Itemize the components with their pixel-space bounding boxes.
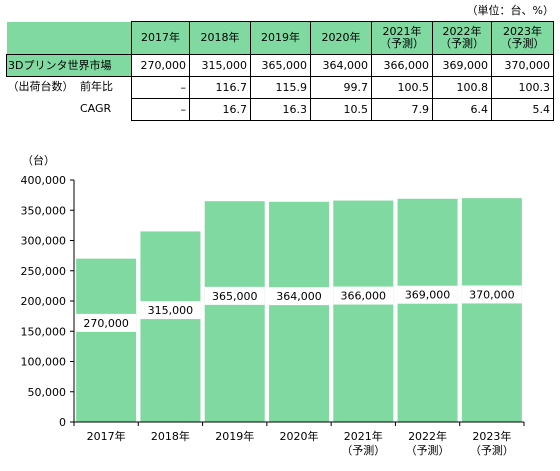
x-tick-label: 2023年: [472, 429, 511, 443]
data-label: 366,000: [341, 290, 387, 303]
table-cell: 前年比 –: [80, 76, 190, 99]
table-cell: 100.5: [371, 76, 433, 99]
x-tick-label: 2020年: [280, 429, 319, 443]
table-cell: 100.8: [432, 76, 492, 99]
data-label: 364,000: [276, 290, 322, 303]
data-label-bg: [140, 301, 201, 320]
year-header: 2018年: [189, 21, 251, 55]
y-tick-label: 150,000: [21, 325, 67, 338]
x-tick-label: 2019年: [215, 429, 254, 443]
table-row: CAGR –16.7 16.3 10.5 7.9 6.4 5.4: [7, 98, 554, 121]
table-cell: 100.3: [491, 76, 554, 99]
table-cell-value: –: [180, 80, 187, 94]
table-cell: 5.4: [491, 98, 554, 121]
data-label-bg: [204, 286, 265, 305]
table-cell: 10.5: [310, 98, 372, 121]
y-tick-label: 300,000: [21, 235, 67, 248]
data-label-bg: [76, 313, 137, 332]
table-cell: 366,000: [371, 54, 433, 77]
y-tick-label: 400,000: [21, 174, 67, 187]
bar: [333, 200, 394, 422]
x-tick-label: 2018年: [151, 429, 190, 443]
year-header: 2019年: [250, 21, 311, 55]
table-row: （出荷台数） 前年比 –116.7 115.9 99.7 100.5 100.8 100.3: [7, 76, 554, 99]
table-cell: 16.7: [189, 98, 251, 121]
row-group-label: （出荷台数）: [7, 80, 74, 93]
data-label: 369,000: [405, 289, 451, 302]
table-cell: 16.3: [250, 98, 311, 121]
table-cell: 370,000: [491, 54, 554, 77]
table-row: 3Dプリンタ世界市場 270,000 315,000 365,000 364,000 36…: [6, 54, 554, 77]
data-label-bg: [461, 285, 522, 304]
bar: [76, 258, 137, 422]
table-cell: 115.9: [250, 76, 311, 99]
x-tick-label: （予測）: [470, 443, 514, 457]
data-label: 365,000: [212, 290, 258, 303]
table-cell: 365,000: [250, 54, 311, 77]
row-label: CAGR: [80, 102, 112, 115]
table-cell: 270,000: [131, 54, 190, 77]
x-tick-label: 2022年: [408, 429, 447, 443]
year-header: 2023年 （予測）: [491, 21, 554, 55]
y-axis-label: （台）: [22, 153, 55, 167]
header-corner: [6, 21, 132, 55]
data-label-bg: [397, 285, 458, 304]
unit-note: （単位：台、%）: [466, 4, 554, 17]
year-header: 2022年 （予測）: [432, 21, 492, 55]
bar: [397, 198, 458, 422]
data-label: 270,000: [83, 317, 129, 330]
x-tick-label: （予測）: [406, 443, 450, 457]
market-table: 2017年 2018年 2019年 2020年 2021年 （予測） 2022年 （予測） 20…: [6, 21, 554, 121]
table-cell: 315,000: [189, 54, 251, 77]
y-tick-label: 250,000: [21, 265, 67, 278]
year-header: 2017年: [131, 21, 190, 55]
data-label-bg: [333, 286, 394, 305]
year-header: 2020年: [310, 21, 372, 55]
bar: [140, 231, 201, 422]
table-cell: CAGR –: [80, 98, 190, 121]
x-tick-label: 2017年: [87, 429, 126, 443]
table-cell: 6.4: [432, 98, 492, 121]
table-cell: 369,000: [432, 54, 492, 77]
bar: [461, 198, 522, 422]
x-tick-label: 2021年: [344, 429, 383, 443]
year-header: 2021年 （予測）: [371, 21, 433, 55]
table-cell: 7.9: [371, 98, 433, 121]
row-label: 3Dプリンタ世界市場: [6, 54, 132, 77]
bar-chart: （台） 0 50,000 100,000 150,000 200,000 250,000 30…: [21, 153, 525, 457]
table-cell-value: –: [180, 102, 187, 116]
data-label: 370,000: [469, 288, 515, 301]
row-label: 前年比: [80, 80, 113, 93]
y-tick-label: 350,000: [21, 204, 67, 217]
table-cell: 99.7: [310, 76, 372, 99]
data-label: 315,000: [148, 304, 194, 317]
table-cell: 116.7: [189, 76, 251, 99]
x-tick-label: （予測）: [341, 443, 385, 457]
y-tick-label: 50,000: [28, 386, 67, 399]
table-header-row: 2017年 2018年 2019年 2020年 2021年 （予測） 2022年 （予測） 20…: [6, 21, 554, 55]
table-cell: 364,000: [310, 54, 372, 77]
y-tick-label: 0: [59, 416, 66, 429]
bar: [269, 201, 329, 422]
data-label-bg: [269, 287, 329, 306]
y-tick-label: 200,000: [21, 295, 67, 308]
bar: [204, 201, 265, 422]
y-tick-label: 100,000: [21, 356, 67, 369]
